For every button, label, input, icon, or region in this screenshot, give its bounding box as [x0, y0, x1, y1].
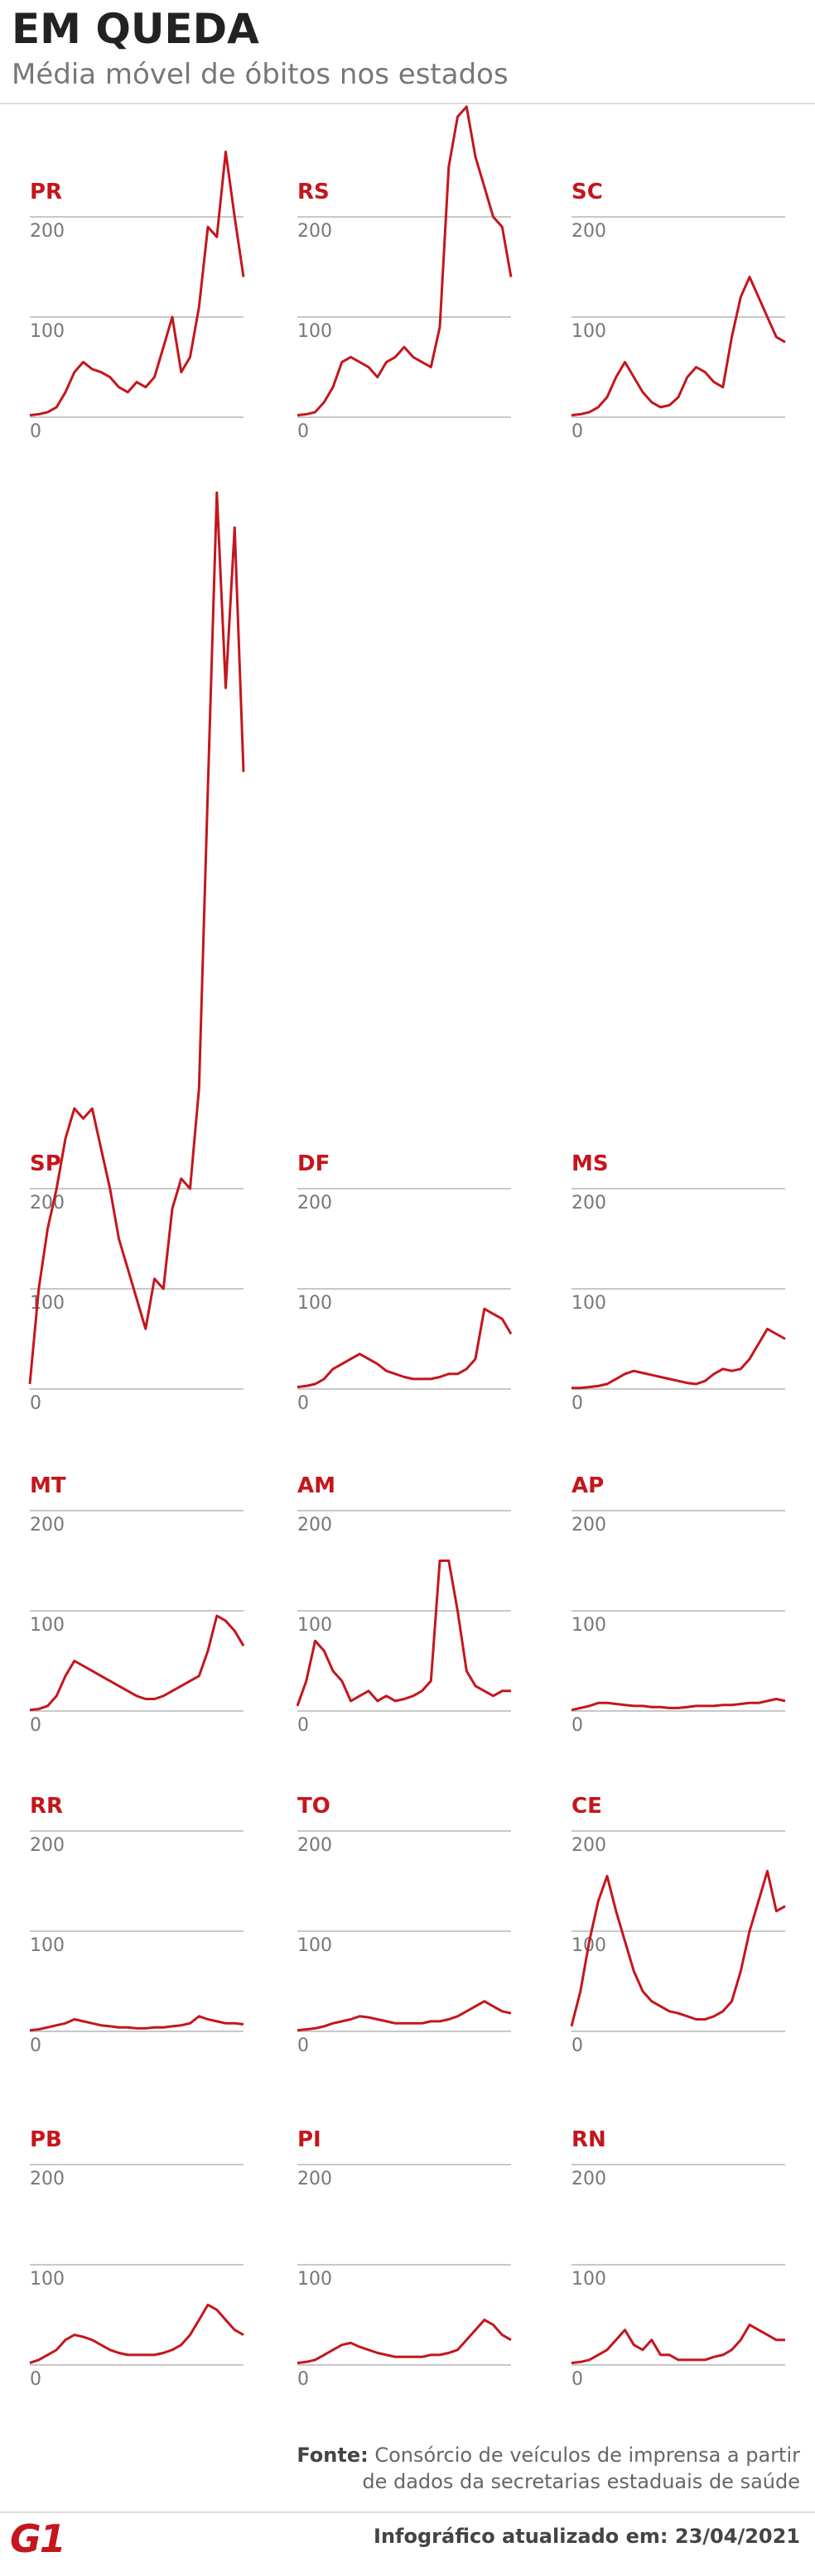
logo: G1	[10, 2516, 66, 2561]
y-tick-label: 200	[571, 2169, 606, 2189]
y-tick-label: 200	[571, 221, 606, 242]
state-label: SP	[30, 1151, 61, 1176]
y-tick-label: 0	[30, 1715, 41, 1736]
source-text: Consórcio de veículos de imprensa a part…	[362, 2444, 800, 2493]
series-line	[571, 2324, 785, 2365]
state-label: RR	[30, 1794, 63, 1819]
y-tick-label: 200	[297, 1835, 332, 1856]
y-tick-label: 0	[297, 421, 309, 442]
y-tick-label: 0	[571, 1393, 583, 1414]
state-label: PI	[297, 2127, 321, 2152]
y-tick-label: 200	[30, 1835, 65, 1856]
divider	[0, 2511, 815, 2513]
series-line	[571, 1327, 786, 1390]
y-tick-label: 200	[297, 2169, 332, 2189]
divider	[0, 103, 815, 104]
series-line	[29, 2015, 244, 2032]
y-tick-label: 0	[297, 2369, 309, 2390]
y-tick-label: 0	[297, 1715, 309, 1736]
series-line	[29, 2303, 244, 2365]
y-tick-label: 100	[571, 2269, 606, 2290]
state-label: MT	[30, 1473, 66, 1498]
series-line	[297, 2319, 512, 2365]
series-line	[297, 1307, 513, 1389]
y-tick-label: 200	[297, 1193, 332, 1214]
y-tick-label: 200	[30, 221, 65, 242]
state-label: SC	[571, 180, 603, 204]
state-label: RS	[297, 180, 330, 204]
y-tick-label: 100	[30, 1935, 65, 1956]
series-line	[571, 276, 786, 417]
state-label: MS	[571, 1151, 609, 1176]
subtitle: Média móvel de óbitos nos estados	[12, 58, 509, 91]
y-tick-label: 200	[30, 1193, 65, 1214]
y-tick-label: 100	[297, 1615, 332, 1636]
y-tick-label: 100	[30, 1615, 65, 1636]
y-tick-label: 0	[297, 2035, 309, 2056]
y-tick-label: 0	[30, 2035, 41, 2056]
source-label: Fonte:	[297, 2444, 369, 2467]
state-label: PB	[30, 2127, 62, 2152]
series-line	[296, 1560, 511, 1707]
series-line	[570, 1869, 786, 2027]
y-tick-label: 200	[297, 1515, 332, 1536]
y-tick-label: 0	[571, 2369, 583, 2390]
y-tick-label: 100	[571, 1293, 606, 1314]
y-tick-label: 200	[30, 2169, 65, 2189]
y-tick-label: 100	[571, 1615, 606, 1636]
state-label: RN	[571, 2127, 606, 2152]
y-tick-label: 0	[571, 2035, 583, 2056]
y-tick-label: 200	[571, 1193, 606, 1214]
series-line	[29, 1614, 245, 1712]
y-tick-label: 100	[571, 321, 606, 342]
y-tick-label: 200	[30, 1515, 65, 1536]
y-tick-label: 100	[297, 2269, 332, 2290]
y-tick-label: 200	[571, 1835, 606, 1856]
y-tick-label: 100	[297, 1935, 332, 1956]
series-line	[571, 1698, 786, 1712]
y-tick-label: 100	[297, 321, 332, 342]
y-tick-label: 0	[571, 1715, 583, 1736]
y-tick-label: 200	[297, 221, 332, 242]
source: Fonte: Consórcio de veículos de imprensa…	[287, 2442, 800, 2495]
state-label: CE	[571, 1794, 602, 1819]
series-line	[29, 150, 245, 417]
y-tick-label: 100	[297, 1293, 332, 1314]
state-label: TO	[297, 1794, 330, 1819]
state-label: AP	[571, 1473, 604, 1498]
y-tick-label: 0	[30, 2369, 41, 2390]
series-line	[297, 105, 513, 417]
y-tick-label: 100	[30, 321, 65, 342]
title: EM QUEDA	[12, 5, 259, 53]
state-label: PR	[30, 180, 62, 204]
updated: Infográfico atualizado em: 23/04/2021	[374, 2525, 800, 2548]
state-label: DF	[297, 1151, 330, 1176]
y-tick-label: 0	[297, 1393, 309, 1414]
state-label: AM	[297, 1473, 335, 1498]
y-tick-label: 0	[30, 1393, 41, 1414]
y-tick-label: 100	[30, 1293, 65, 1314]
y-tick-label: 100	[30, 2269, 65, 2290]
series-line	[28, 491, 245, 1385]
y-tick-label: 0	[571, 421, 583, 442]
y-tick-label: 0	[30, 421, 41, 442]
y-tick-label: 200	[571, 1515, 606, 1536]
series-line	[297, 2000, 512, 2032]
